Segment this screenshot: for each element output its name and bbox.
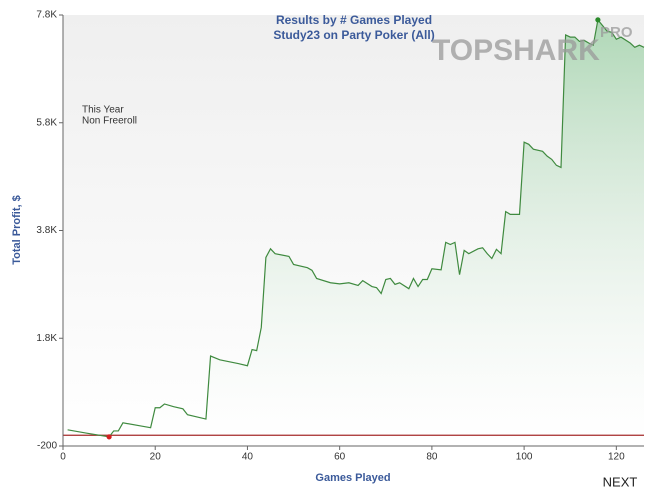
x-tick-label: 100: [516, 452, 533, 463]
y-tick-label: 7.8K: [36, 10, 57, 21]
note: This Year: [82, 105, 124, 116]
x-tick-label: 20: [150, 452, 162, 463]
y-tick-label: 1.8K: [36, 333, 57, 344]
note: Non Freeroll: [82, 116, 137, 127]
logo-badge: PRO: [600, 24, 633, 41]
x-tick-label: 0: [60, 452, 66, 463]
y-tick-label: -200: [37, 441, 57, 452]
logo: TOPSHARK: [432, 34, 600, 67]
x-axis-label: Games Played: [315, 472, 390, 484]
area: [67, 19, 645, 437]
line: [67, 18, 645, 438]
y-tick-label: 5.8K: [36, 117, 57, 128]
x-tick-label: 120: [608, 452, 625, 463]
x-tick-label: 80: [426, 452, 438, 463]
x-tick-label: 40: [242, 452, 254, 463]
chart-subtitle: Study23 on Party Poker (All): [273, 28, 434, 42]
y-axis-label: Total Profit, $: [11, 195, 23, 264]
min-point: [106, 434, 112, 440]
chart-title: Results by # Games Played: [276, 13, 432, 27]
max-point: [595, 17, 601, 23]
x-tick-label: 60: [334, 452, 346, 463]
next-button[interactable]: NEXT: [603, 474, 638, 489]
y-tick-label: 3.8K: [36, 225, 57, 236]
